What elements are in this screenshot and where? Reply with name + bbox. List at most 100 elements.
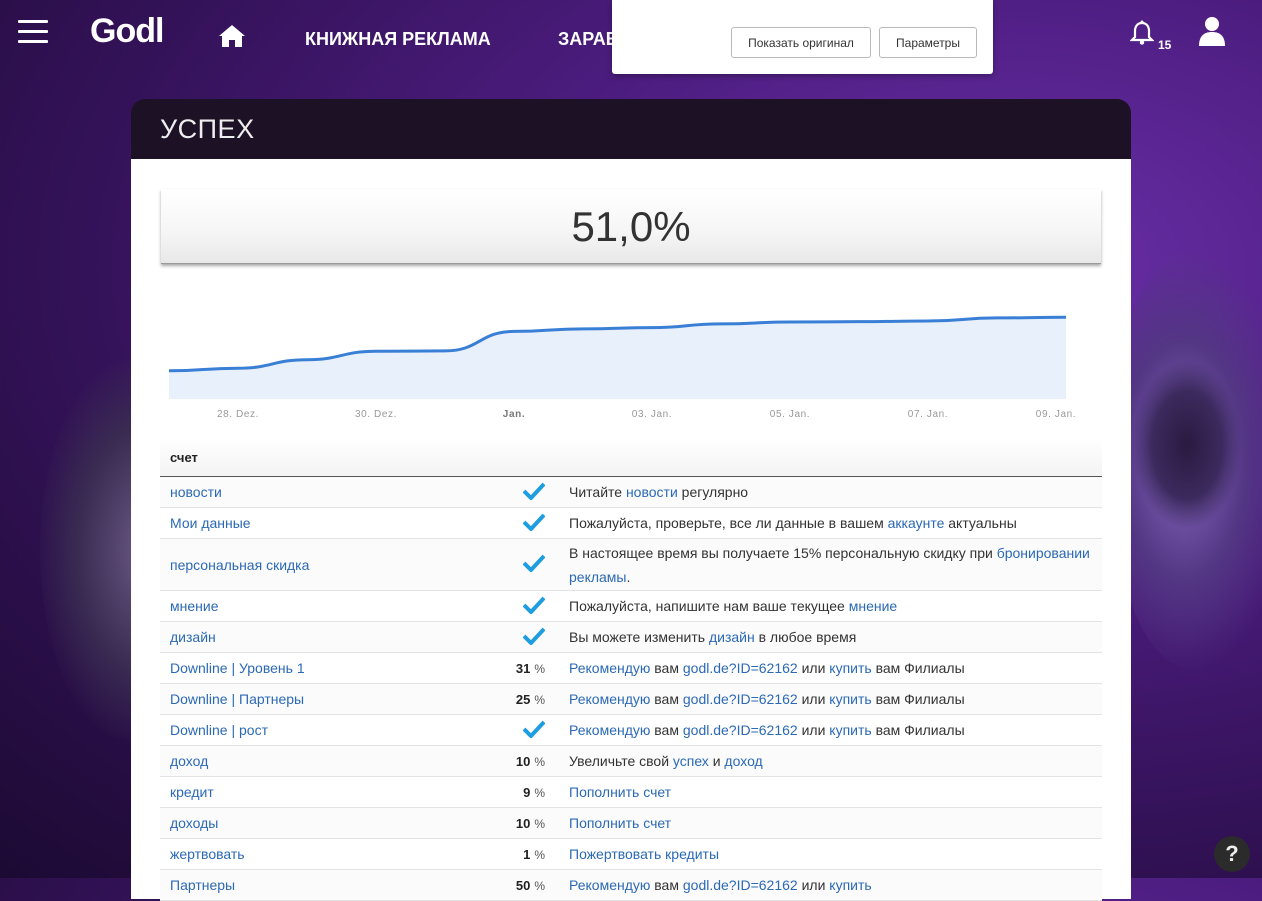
row-description: Пожалуйста, проверьте, все ли данные в в… xyxy=(549,507,1102,539)
row-status xyxy=(470,714,549,746)
notification-count: 15 xyxy=(1158,38,1172,52)
x-tick-label: 28. Dez. xyxy=(217,409,259,420)
row-status: 10% xyxy=(470,807,549,839)
x-tick-label: 03. Jan. xyxy=(632,409,672,420)
description-link[interactable]: godl.de?ID=62162 xyxy=(682,722,798,738)
description-link[interactable]: Пополнить счет xyxy=(569,784,672,800)
description-link[interactable]: купить xyxy=(829,691,872,707)
row-name-link[interactable]: доход xyxy=(160,745,470,777)
checkmark-icon xyxy=(522,627,546,645)
row-status: 1% xyxy=(470,838,549,870)
percent-symbol: % xyxy=(534,661,545,676)
table-row: новости Читайте новости регулярно xyxy=(160,476,1102,508)
description-text: или xyxy=(797,877,830,893)
row-value: 10 xyxy=(515,815,531,831)
description-link[interactable]: аккаунте xyxy=(887,515,945,531)
percent-symbol: % xyxy=(534,878,545,893)
card-body: 51,0% 28. Dez. 30. Dez. Jan. 03. Jan. 05. Ja… xyxy=(131,159,1131,901)
description-link[interactable]: Рекомендую xyxy=(569,691,651,707)
row-status: 25% xyxy=(470,683,549,715)
bell-icon[interactable] xyxy=(1130,20,1154,46)
show-original-button[interactable]: Показать оригинал xyxy=(731,27,871,58)
description-link[interactable]: дизайн xyxy=(708,629,755,645)
row-description: Пожалуйста, напишите нам ваше текущее мн… xyxy=(549,590,1102,622)
row-name-link[interactable]: жертвовать xyxy=(160,838,470,870)
description-text: Вы можете изменить xyxy=(569,629,709,645)
description-link[interactable]: godl.de?ID=62162 xyxy=(682,660,798,676)
description-text: или xyxy=(797,660,830,676)
table-row: жертвовать 1% Пожертвовать кредиты xyxy=(160,838,1102,870)
description-text: или xyxy=(797,722,830,738)
description-link[interactable]: купить xyxy=(829,660,872,676)
description-text: . xyxy=(626,568,631,585)
description-link[interactable]: доход xyxy=(724,753,763,769)
options-button[interactable]: Параметры xyxy=(879,27,977,58)
description-link[interactable]: мнение xyxy=(848,598,898,614)
table-row: Downline | Партнеры 25% Рекомендую вам god… xyxy=(160,683,1102,715)
description-text: или xyxy=(797,691,830,707)
description-text: регулярно xyxy=(677,484,749,500)
row-description: Читайте новости регулярно xyxy=(549,476,1102,508)
description-link[interactable]: купить xyxy=(829,877,872,893)
checkmark-icon xyxy=(522,596,546,614)
description-text: вам Филиалы xyxy=(871,660,965,676)
user-icon[interactable] xyxy=(1198,16,1226,46)
table-row: Мои данные Пожалуйста, проверьте, все ли … xyxy=(160,507,1102,539)
description-link[interactable]: Рекомендую xyxy=(569,877,651,893)
description-text: актуальны xyxy=(944,515,1017,531)
row-name-link[interactable]: доходы xyxy=(160,807,470,839)
description-link[interactable]: Рекомендую xyxy=(569,722,651,738)
description-link[interactable]: Пожертвовать кредиты xyxy=(569,846,720,862)
home-icon[interactable] xyxy=(218,24,246,48)
description-link[interactable]: godl.de?ID=62162 xyxy=(682,877,798,893)
chart-line xyxy=(168,315,1067,373)
description-text: Увеличьте свой xyxy=(569,753,673,769)
percent-symbol: % xyxy=(534,785,545,800)
description-text: вам xyxy=(650,722,683,738)
menu-icon[interactable] xyxy=(18,20,48,44)
percent-symbol: % xyxy=(534,754,545,769)
row-name-link[interactable]: Мои данные xyxy=(160,507,470,539)
table-row: Downline | Уровень 1 31% Рекомендую вам go… xyxy=(160,652,1102,684)
row-name-link[interactable]: Партнеры xyxy=(160,869,470,901)
description-text: вам Филиалы xyxy=(871,691,965,707)
nav-link-book-ads[interactable]: КНИЖНАЯ РЕКЛАМА xyxy=(305,29,491,49)
row-name-link[interactable]: дизайн xyxy=(160,621,470,653)
row-value: 31 xyxy=(515,660,531,676)
row-description: Увеличьте свой успех и доход xyxy=(549,745,1102,777)
description-link[interactable]: godl.de?ID=62162 xyxy=(682,691,798,707)
row-description: Пожертвовать кредиты xyxy=(549,838,1102,870)
checkmark-icon xyxy=(522,482,546,500)
row-description: Рекомендую вам godl.de?ID=62162 или купи… xyxy=(549,714,1102,746)
row-name-link[interactable]: кредит xyxy=(160,776,470,808)
description-text: в любое время xyxy=(754,629,857,645)
row-status xyxy=(470,621,549,653)
nav-link-earn[interactable]: ЗАРАБ xyxy=(558,29,619,49)
description-link[interactable]: новости xyxy=(625,484,678,500)
row-status xyxy=(470,538,549,591)
row-status xyxy=(470,476,549,508)
logo[interactable]: Godl xyxy=(90,12,164,50)
row-status: 9% xyxy=(470,776,549,808)
x-tick-label: 30. Dez. xyxy=(355,409,397,420)
description-link[interactable]: Рекомендую xyxy=(569,660,651,676)
row-name-link[interactable]: Downline | Партнеры xyxy=(160,683,470,715)
row-name-link[interactable]: мнение xyxy=(160,590,470,622)
description-link[interactable]: успех xyxy=(672,753,709,769)
row-status xyxy=(470,590,549,622)
table-header: счет xyxy=(160,438,1102,477)
success-table: счет новости Читайте новости регулярно Мои… xyxy=(160,438,1102,901)
row-name-link[interactable]: Downline | рост xyxy=(160,714,470,746)
help-icon[interactable]: ? xyxy=(1214,836,1250,872)
row-description: Рекомендую вам godl.de?ID=62162 или купи… xyxy=(549,652,1102,684)
description-link[interactable]: бронировании рекламы xyxy=(569,544,1090,585)
row-name-link[interactable]: новости xyxy=(160,476,470,508)
card-title: УСПЕХ xyxy=(131,99,1131,159)
description-link[interactable]: Пополнить счет xyxy=(569,815,672,831)
row-name-link[interactable]: персональная скидка xyxy=(160,538,470,591)
success-card: УСПЕХ 51,0% 28. Dez. 30. Dez. Jan. 03. Jan.… xyxy=(131,99,1131,901)
table-row: дизайн Вы можете изменить дизайн в любое … xyxy=(160,621,1102,653)
description-link[interactable]: купить xyxy=(829,722,872,738)
table-row: Партнеры 50% Рекомендую вам godl.de?ID=621… xyxy=(160,869,1102,901)
row-name-link[interactable]: Downline | Уровень 1 xyxy=(160,652,470,684)
